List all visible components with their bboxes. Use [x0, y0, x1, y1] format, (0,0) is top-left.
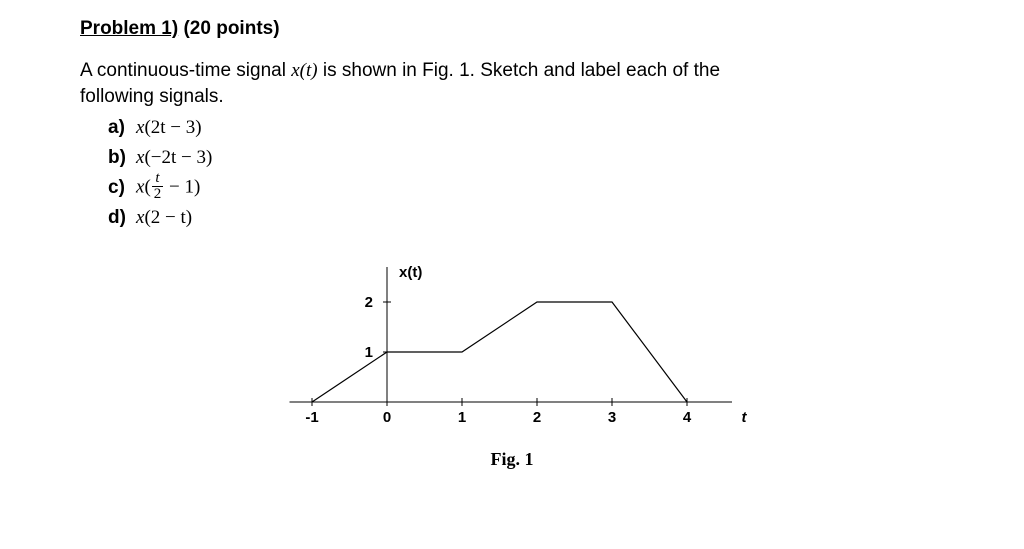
part-b-label: b) [108, 143, 136, 172]
page: Problem 1) (20 points) A continuous-time… [0, 0, 1024, 480]
part-b: b) x(−2t − 3) [108, 143, 944, 172]
svg-text:0: 0 [383, 409, 391, 426]
problem-prompt: A continuous-time signal x(t) is shown i… [80, 58, 944, 109]
svg-text:1: 1 [365, 344, 373, 361]
prompt-pre: A continuous-time signal [80, 60, 291, 81]
svg-text:4: 4 [683, 409, 692, 426]
svg-text:1: 1 [458, 409, 466, 426]
prompt-fn: x(t) [291, 60, 317, 81]
part-d-expr: x(2 − t) [136, 203, 192, 232]
prompt-post: is shown in Fig. 1. Sketch and label eac… [318, 60, 720, 81]
prompt-line2: following signals. [80, 86, 224, 107]
part-d-label: d) [108, 203, 136, 232]
subparts: a) x(2t − 3) b) x(−2t − 3) c) x(t2 − 1) … [108, 113, 944, 232]
part-b-expr: x(−2t − 3) [136, 143, 212, 172]
svg-text:2: 2 [533, 409, 541, 426]
figure: -1 0 1 2 3 4 t 1 2 x(t) Fig. 1 [80, 247, 944, 470]
part-d: d) x(2 − t) [108, 203, 944, 232]
part-c-expr: x(t2 − 1) [136, 172, 200, 203]
svg-text:x(t): x(t) [399, 264, 422, 281]
svg-text:-1: -1 [305, 409, 318, 426]
svg-text:2: 2 [365, 294, 373, 311]
problem-number: Problem 1) [80, 18, 178, 39]
figure-caption: Fig. 1 [491, 449, 534, 470]
part-a: a) x(2t − 3) [108, 113, 944, 142]
problem-points: (20 points) [178, 18, 279, 39]
figure-plot: -1 0 1 2 3 4 t 1 2 x(t) [272, 247, 752, 447]
svg-text:t: t [742, 409, 748, 426]
problem-header: Problem 1) (20 points) [80, 18, 944, 40]
part-c-label: c) [108, 173, 136, 202]
part-a-label: a) [108, 113, 136, 142]
fraction: t2 [152, 171, 164, 202]
part-c: c) x(t2 − 1) [108, 172, 944, 203]
part-a-expr: x(2t − 3) [136, 113, 202, 142]
svg-text:3: 3 [608, 409, 616, 426]
